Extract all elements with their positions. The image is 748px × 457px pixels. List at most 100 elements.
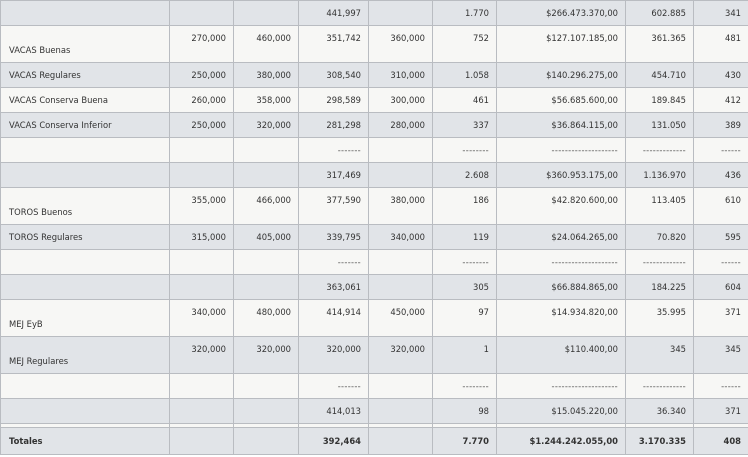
cell-col-6: $266.473.370,00 xyxy=(496,0,626,26)
row-label xyxy=(0,373,170,399)
cell-col-6: $140.296.275,00 xyxy=(496,62,626,88)
cell-col-7: 189.845 xyxy=(625,87,694,113)
cell-col-7: 36.340 xyxy=(625,398,694,424)
cell-col-3: 298,589 xyxy=(298,87,369,113)
cell-col-2 xyxy=(233,249,299,275)
cell-col-2 xyxy=(233,274,299,300)
cell-col-1: 340,000 xyxy=(169,299,234,337)
row-label: Totales xyxy=(0,427,170,455)
cell-col-6: $56.685.600,00 xyxy=(496,87,626,113)
table-row: VACAS Conserva Inferior 250,000 320,000 281… xyxy=(0,112,748,138)
cell-col-8: 371 xyxy=(693,299,748,337)
cell-col-3: 281,298 xyxy=(298,112,369,138)
cell-col-8: 408 xyxy=(693,427,748,455)
cell-col-1 xyxy=(169,162,234,188)
cell-col-4 xyxy=(368,249,433,275)
cell-col-8: 604 xyxy=(693,274,748,300)
table-row: TOROS Buenos 355,000 466,000 377,590 380,000… xyxy=(0,187,748,225)
row-label xyxy=(0,274,170,300)
cell-col-3: 377,590 xyxy=(298,187,369,225)
cell-col-4 xyxy=(368,427,433,455)
subtotal-row: 363,061 305 $66.884.865,00 184.225 604 xyxy=(0,274,748,300)
cell-col-1 xyxy=(169,137,234,163)
cell-col-2: 405,000 xyxy=(233,224,299,250)
cell-col-2 xyxy=(233,398,299,424)
cell-col-3: 441,997 xyxy=(298,0,369,26)
cell-col-1 xyxy=(169,249,234,275)
cell-col-8: 481 xyxy=(693,25,748,63)
cell-col-1: 260,000 xyxy=(169,87,234,113)
cell-col-1 xyxy=(169,398,234,424)
cell-col-5: 461 xyxy=(432,87,497,113)
row-label: VACAS Conserva Inferior xyxy=(0,112,170,138)
cell-col-5: 97 xyxy=(432,299,497,337)
cell-col-3: ------- xyxy=(298,249,369,275)
cell-col-6: $24.064.265,00 xyxy=(496,224,626,250)
row-label xyxy=(0,249,170,275)
cell-col-1: 320,000 xyxy=(169,336,234,374)
cell-col-5: 1 xyxy=(432,336,497,374)
cell-col-7: ------------- xyxy=(625,137,694,163)
cell-col-6: $42.820.600,00 xyxy=(496,187,626,225)
cell-col-4: 320,000 xyxy=(368,336,433,374)
cell-col-8: 610 xyxy=(693,187,748,225)
cell-col-3: 414,914 xyxy=(298,299,369,337)
table-row: MEJ EyB 340,000 480,000 414,914 450,000 97 $14… xyxy=(0,299,748,337)
row-label: VACAS Buenas xyxy=(0,25,170,63)
cell-col-5: -------- xyxy=(432,373,497,399)
cell-col-8: ------ xyxy=(693,137,748,163)
cell-col-4: 310,000 xyxy=(368,62,433,88)
cell-col-2: 320,000 xyxy=(233,112,299,138)
cell-col-4: 340,000 xyxy=(368,224,433,250)
cell-col-8: 371 xyxy=(693,398,748,424)
cell-col-5: 1.770 xyxy=(432,0,497,26)
row-label xyxy=(0,137,170,163)
cell-col-5: 305 xyxy=(432,274,497,300)
cell-col-4: 360,000 xyxy=(368,25,433,63)
cell-col-3: 317,469 xyxy=(298,162,369,188)
cell-col-5: 2.608 xyxy=(432,162,497,188)
cell-col-6: -------------------- xyxy=(496,373,626,399)
separator-row: ------- -------- -------------------- -----… xyxy=(0,137,748,163)
cell-col-3: 320,000 xyxy=(298,336,369,374)
cell-col-2: 460,000 xyxy=(233,25,299,63)
cell-col-5: -------- xyxy=(432,249,497,275)
cell-col-1: 270,000 xyxy=(169,25,234,63)
cell-col-5: 1.058 xyxy=(432,62,497,88)
cell-col-1: 355,000 xyxy=(169,187,234,225)
cell-col-8: 430 xyxy=(693,62,748,88)
cell-col-4 xyxy=(368,162,433,188)
row-label xyxy=(0,398,170,424)
cell-col-4 xyxy=(368,373,433,399)
row-label xyxy=(0,162,170,188)
cell-col-6: $36.864.115,00 xyxy=(496,112,626,138)
cell-col-3: 363,061 xyxy=(298,274,369,300)
cell-col-1 xyxy=(169,373,234,399)
cell-col-6: -------------------- xyxy=(496,137,626,163)
table-row: MEJ Regulares 320,000 320,000 320,000 320,00… xyxy=(0,336,748,374)
row-label: TOROS Buenos xyxy=(0,187,170,225)
cell-col-2: 466,000 xyxy=(233,187,299,225)
cell-col-7: 361.365 xyxy=(625,25,694,63)
cell-col-5: -------- xyxy=(432,137,497,163)
cell-col-7: ------------- xyxy=(625,373,694,399)
cell-col-7: 70.820 xyxy=(625,224,694,250)
cell-col-8: 595 xyxy=(693,224,748,250)
cell-col-7: 113.405 xyxy=(625,187,694,225)
cell-col-5: 98 xyxy=(432,398,497,424)
cell-col-8: ------ xyxy=(693,249,748,275)
table-row: VACAS Buenas 270,000 460,000 351,742 360,000… xyxy=(0,25,748,63)
cell-col-8: 345 xyxy=(693,336,748,374)
cell-col-4: 380,000 xyxy=(368,187,433,225)
cell-col-1 xyxy=(169,427,234,455)
cell-col-7: 602.885 xyxy=(625,0,694,26)
cell-col-7: 184.225 xyxy=(625,274,694,300)
row-label: TOROS Regulares xyxy=(0,224,170,250)
cell-col-3: 351,742 xyxy=(298,25,369,63)
cell-col-7: 3.170.335 xyxy=(625,427,694,455)
separator-row: ------- -------- -------------------- -----… xyxy=(0,373,748,399)
cell-col-4 xyxy=(368,274,433,300)
cell-col-7: 345 xyxy=(625,336,694,374)
